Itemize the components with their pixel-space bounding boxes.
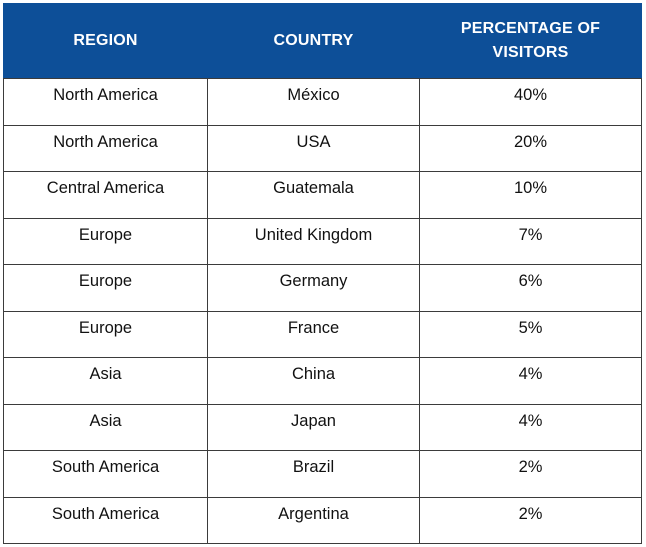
table-row: Europe France 5% xyxy=(3,310,642,358)
cell-percentage-text: 2% xyxy=(518,504,543,523)
table-body: North America México 40% North America U… xyxy=(3,78,642,544)
table-row: Central America Guatemala 10% xyxy=(3,171,642,219)
cell-country: France xyxy=(207,310,420,358)
cell-percentage-text: 5% xyxy=(518,318,543,337)
cell-country-text: Argentina xyxy=(278,504,349,523)
cell-region: Asia xyxy=(3,403,208,451)
cell-country: Japan xyxy=(207,403,420,451)
cell-percentage: 40% xyxy=(419,78,642,126)
table-row: Europe United Kingdom 7% xyxy=(3,217,642,265)
header-region: REGION xyxy=(3,3,208,79)
table-row: Asia China 4% xyxy=(3,357,642,405)
cell-region: Europe xyxy=(3,310,208,358)
cell-country: United Kingdom xyxy=(207,217,420,265)
visitors-table-container: REGION COUNTRY PERCENTAGE OF VISITORS No… xyxy=(3,3,642,544)
cell-region-text: Europe xyxy=(78,225,133,244)
cell-country-text: México xyxy=(287,86,340,105)
cell-country-text: USA xyxy=(296,132,331,151)
header-percentage: PERCENTAGE OF VISITORS xyxy=(419,3,642,79)
cell-country-text: Guatemala xyxy=(273,179,354,198)
cell-percentage: 4% xyxy=(419,357,642,405)
cell-percentage-text: 2% xyxy=(518,458,543,477)
cell-percentage-text: 4% xyxy=(518,365,543,384)
cell-percentage: 6% xyxy=(419,264,642,312)
cell-region: North America xyxy=(3,124,208,172)
cell-country: Guatemala xyxy=(207,171,420,219)
table-header: REGION COUNTRY PERCENTAGE OF VISITORS xyxy=(3,3,642,79)
cell-percentage: 5% xyxy=(419,310,642,358)
cell-country: Germany xyxy=(207,264,420,312)
cell-region: Europe xyxy=(3,264,208,312)
header-row: REGION COUNTRY PERCENTAGE OF VISITORS xyxy=(3,3,642,79)
cell-region-text: Central America xyxy=(46,179,165,198)
cell-region-text: Europe xyxy=(78,318,133,337)
cell-region-text: North America xyxy=(53,86,158,105)
cell-country-text: France xyxy=(287,318,340,337)
table-row: Europe Germany 6% xyxy=(3,264,642,312)
cell-country-text: United Kingdom xyxy=(254,225,373,244)
cell-country: México xyxy=(207,78,420,126)
cell-region: Asia xyxy=(3,357,208,405)
cell-country-text: China xyxy=(291,365,336,384)
cell-region-text: South America xyxy=(51,504,160,523)
cell-country: USA xyxy=(207,124,420,172)
cell-percentage-text: 4% xyxy=(518,411,543,430)
cell-percentage: 20% xyxy=(419,124,642,172)
cell-country-text: Germany xyxy=(279,272,348,291)
table-row: North America USA 20% xyxy=(3,124,642,172)
cell-percentage: 4% xyxy=(419,403,642,451)
cell-percentage: 7% xyxy=(419,217,642,265)
cell-percentage: 2% xyxy=(419,450,642,498)
cell-percentage-text: 6% xyxy=(518,272,543,291)
table-row: South America Brazil 2% xyxy=(3,450,642,498)
cell-percentage: 2% xyxy=(419,496,642,544)
table-row: North America México 40% xyxy=(3,78,642,126)
cell-percentage: 10% xyxy=(419,171,642,219)
cell-country: China xyxy=(207,357,420,405)
cell-country-text: Japan xyxy=(291,411,336,430)
cell-region: Europe xyxy=(3,217,208,265)
cell-region-text: North America xyxy=(53,132,158,151)
table-row: Asia Japan 4% xyxy=(3,403,642,451)
cell-region: South America xyxy=(3,450,208,498)
cell-region-text: Asia xyxy=(89,365,122,384)
cell-percentage-text: 40% xyxy=(513,86,548,105)
cell-region: South America xyxy=(3,496,208,544)
header-country: COUNTRY xyxy=(207,3,420,79)
cell-percentage-text: 10% xyxy=(513,179,548,198)
cell-country-text: Brazil xyxy=(292,458,335,477)
cell-region: Central America xyxy=(3,171,208,219)
cell-country: Argentina xyxy=(207,496,420,544)
cell-region-text: South America xyxy=(51,458,160,477)
cell-percentage-text: 7% xyxy=(518,225,543,244)
cell-region: North America xyxy=(3,78,208,126)
table-row: South America Argentina 2% xyxy=(3,496,642,544)
visitors-by-country-table: REGION COUNTRY PERCENTAGE OF VISITORS No… xyxy=(3,3,642,544)
cell-country: Brazil xyxy=(207,450,420,498)
cell-region-text: Europe xyxy=(78,272,133,291)
cell-region-text: Asia xyxy=(89,411,122,430)
cell-percentage-text: 20% xyxy=(513,132,548,151)
